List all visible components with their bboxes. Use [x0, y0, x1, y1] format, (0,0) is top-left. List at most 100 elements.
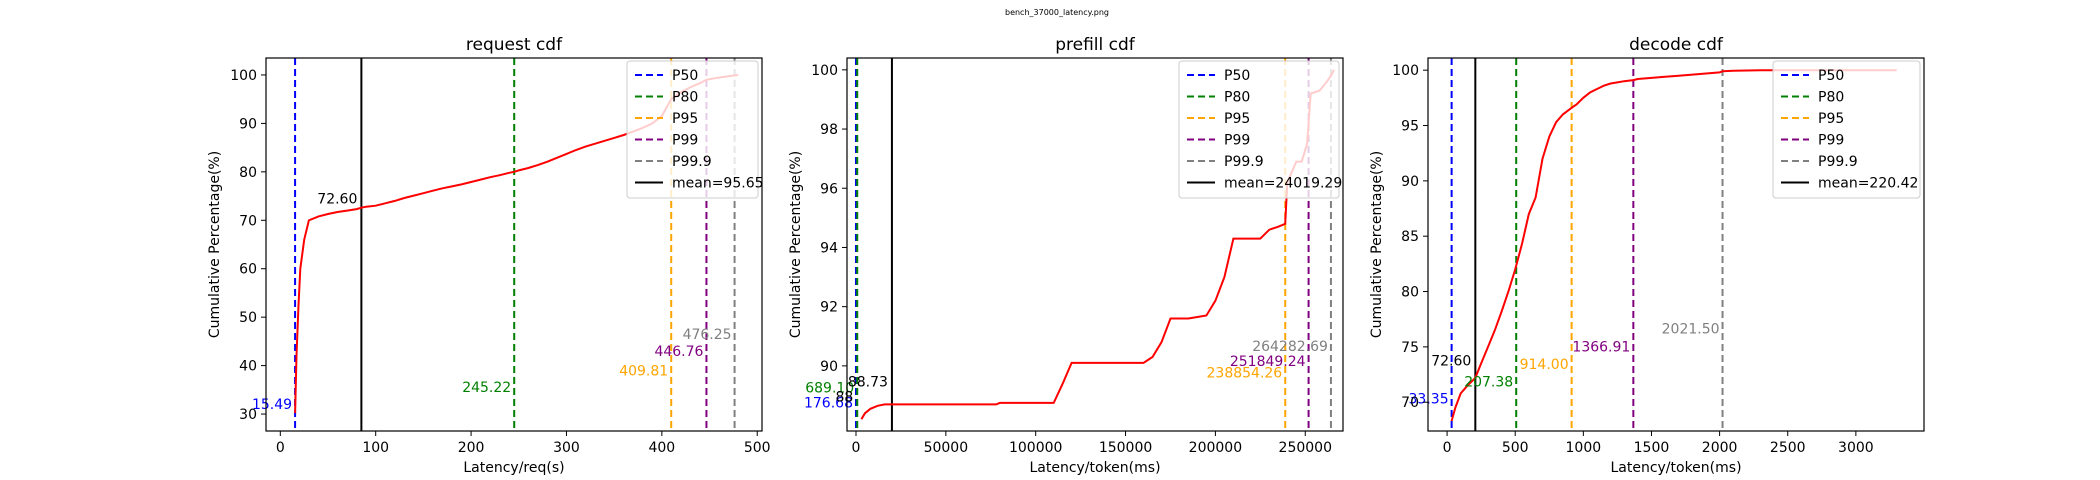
chart-2-series-0 [1450, 69, 1897, 422]
chart-0-xtick-label-3: 300 [553, 440, 580, 456]
chart-1-xlabel: Latency/token(ms) [1029, 460, 1160, 476]
chart-1-frame [846, 57, 1344, 432]
chart-0-legend-label-0: P50 [672, 68, 698, 84]
chart-2-ytick-label-5: 95 [1401, 119, 1419, 135]
chart-1-legend-label-3: P99 [1224, 133, 1250, 149]
chart-2-legend-label-3: P99 [1818, 133, 1844, 149]
chart-2-label-p95: 914.00 [1520, 357, 1569, 373]
chart-1-xtick-label-4: 200000 [1189, 440, 1242, 456]
chart-2-label-p80: 207.38 [1464, 375, 1513, 391]
decode-cdf-panel: decode cdf33.35207.38914.001366.912021.5… [1369, 35, 1925, 476]
chart-2-title: decode cdf [1629, 35, 1724, 55]
chart-2-frame [1427, 57, 1925, 432]
chart-0-label-p50: 15.49 [252, 397, 292, 413]
chart-1-label-mean: 88.73 [848, 375, 888, 391]
chart-0-xtick-label-0: 0 [276, 440, 285, 456]
chart-0-legend-label-5: mean=95.65 [672, 176, 764, 192]
chart-2-xtick-label-0: 0 [1443, 440, 1452, 456]
chart-1-ytick-label-1: 92 [820, 300, 838, 316]
chart-2-label-p99: 1366.91 [1572, 339, 1630, 355]
chart-1-legend-label-5: mean=24019.29 [1224, 176, 1342, 192]
chart-0-xlabel: Latency/req(s) [463, 460, 564, 476]
chart-1-legend: P50 P80 P95 P99 P99.9 mean=24019.29 [1178, 60, 1342, 199]
chart-1-legend-label-2: P95 [1224, 111, 1250, 127]
chart-2-xtick-label-3: 1500 [1634, 440, 1670, 456]
chart-0-label-p80: 245.22 [462, 380, 511, 396]
chart-0-xtick-label-1: 100 [362, 440, 389, 456]
chart-2-legend: P50 P80 P95 P99 P99.9 mean=220.42 [1772, 60, 1921, 199]
chart-0-ytick-label-6: 90 [239, 116, 257, 132]
chart-2-legend-label-0: P50 [1818, 68, 1844, 84]
chart-0-frame [265, 57, 763, 432]
chart-2-ytick-label-1: 75 [1401, 340, 1419, 356]
chart-0-ytick-label-1: 40 [239, 359, 257, 375]
chart-0-ytick-label-5: 80 [239, 165, 257, 181]
chart-1-ytick-label-0: 90 [820, 359, 838, 375]
chart-1-legend-label-4: P99.9 [1224, 154, 1264, 170]
chart-2-xtick-label-4: 2000 [1702, 440, 1738, 456]
chart-0-label-p999: 476.25 [683, 327, 732, 343]
chart-0-legend-label-1: P80 [672, 90, 698, 106]
chart-2-xtick-label-5: 2500 [1770, 440, 1806, 456]
chart-1-ytick-label-5: 100 [811, 63, 838, 79]
request-cdf-panel: request cdf 15.49 245.22 409.81 446.76476.25… [207, 35, 771, 476]
chart-0-xtick-label-4: 400 [648, 440, 675, 456]
chart-0-ytick-label-4: 70 [239, 213, 257, 229]
chart-0-ytick-label-3: 60 [239, 262, 257, 278]
chart-0-ytick-label-7: 100 [230, 68, 257, 84]
chart-1-label-p50: 176.68 [804, 395, 853, 411]
chart-0-title: request cdf [466, 35, 563, 55]
chart-1-label-p95: 238854.26 [1207, 366, 1283, 382]
chart-1-xtick-label-1: 50000 [924, 440, 969, 456]
chart-1-extra-label-0: 88 [835, 389, 853, 405]
chart-2-xtick-label-1: 500 [1502, 440, 1529, 456]
chart-2-legend-label-4: P99.9 [1818, 154, 1858, 170]
chart-1-label-p80: 689.10 [805, 381, 854, 397]
chart-2-xlabel: Latency/token(ms) [1610, 460, 1741, 476]
chart-0-legend: P50 P80 P95 P99 P99.9 mean=95.65 [626, 60, 764, 199]
chart-2-legend-label-1: P80 [1818, 90, 1844, 106]
chart-0-xtick-label-5: 500 [744, 440, 771, 456]
chart-2-legend-label-5: mean=220.42 [1818, 176, 1918, 192]
chart-0-label-p99: 446.76 [654, 344, 703, 360]
chart-0-xtick-label-2: 200 [458, 440, 485, 456]
chart-2-legend-label-2: P95 [1818, 111, 1844, 127]
chart-2-ytick-label-2: 80 [1401, 285, 1419, 301]
chart-1-legend-label-1: P80 [1224, 90, 1250, 106]
chart-0-label-p95: 409.81 [619, 363, 668, 379]
chart-0-label-mean: 72.60 [317, 191, 357, 207]
chart-1-label-p999: 264282.69 [1252, 339, 1328, 355]
chart-2-ytick-label-6: 100 [1392, 63, 1419, 79]
chart-0-ytick-label-0: 30 [239, 407, 257, 423]
chart-0-ylabel: Cumulative Percentage(%) [207, 151, 223, 338]
chart-1-ylabel: Cumulative Percentage(%) [788, 151, 804, 338]
figure-suptitle: bench_37000_latency.png [1005, 8, 1109, 17]
chart-1-ytick-label-4: 98 [820, 122, 838, 138]
chart-2-ytick-label-0: 70 [1401, 395, 1419, 411]
chart-2-label-mean: 72.60 [1431, 354, 1471, 370]
chart-1-ytick-label-2: 94 [820, 240, 838, 256]
chart-2-ylabel: Cumulative Percentage(%) [1369, 151, 1385, 338]
chart-1-label-p99: 251849.24 [1230, 354, 1306, 370]
chart-2-legend-box [1772, 60, 1921, 199]
chart-1-title: prefill cdf [1055, 35, 1136, 55]
chart-0-legend-label-3: P99 [672, 133, 698, 149]
chart-1-legend-box [1178, 60, 1340, 199]
chart-1-legend-label-0: P50 [1224, 68, 1250, 84]
chart-1-ytick-label-3: 96 [820, 181, 838, 197]
chart-2-label-p999: 2021.50 [1662, 322, 1720, 338]
chart-2-ytick-label-4: 90 [1401, 174, 1419, 190]
chart-0-legend-label-2: P95 [672, 111, 698, 127]
chart-1-xtick-label-0: 0 [852, 440, 861, 456]
chart-0-legend-label-4: P99.9 [672, 154, 712, 170]
chart-2-xtick-label-2: 1000 [1566, 440, 1602, 456]
chart-1-xtick-label-5: 250000 [1279, 440, 1332, 456]
chart-1-xtick-label-2: 100000 [1009, 440, 1062, 456]
chart-0-ytick-label-2: 50 [239, 310, 257, 326]
chart-0-legend-box [626, 60, 759, 199]
chart-1-xtick-label-3: 150000 [1099, 440, 1152, 456]
chart-2-ytick-label-3: 85 [1401, 229, 1419, 245]
chart-2-xtick-label-6: 3000 [1838, 440, 1874, 456]
